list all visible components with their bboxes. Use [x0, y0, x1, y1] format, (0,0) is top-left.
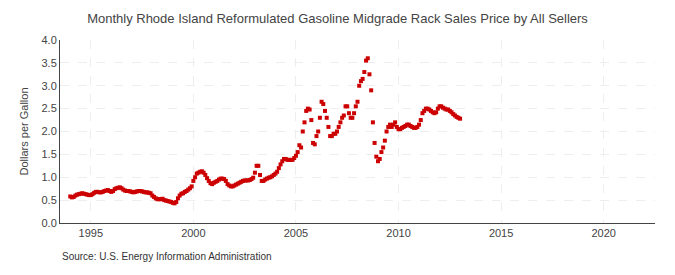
svg-text:3.5: 3.5 [42, 57, 57, 69]
svg-text:2000: 2000 [181, 227, 205, 239]
svg-text:2015: 2015 [489, 227, 513, 239]
svg-text:2010: 2010 [386, 227, 410, 239]
svg-text:1995: 1995 [79, 227, 103, 239]
svg-text:2.0: 2.0 [42, 125, 57, 137]
svg-text:0.5: 0.5 [42, 194, 57, 206]
svg-text:Monthly Rhode Island Reformula: Monthly Rhode Island Reformulated Gasoli… [87, 11, 588, 26]
svg-text:2005: 2005 [284, 227, 308, 239]
svg-text:1.5: 1.5 [42, 148, 57, 160]
svg-text:2.5: 2.5 [42, 102, 57, 114]
svg-text:0.0: 0.0 [42, 217, 57, 229]
svg-text:3.0: 3.0 [42, 80, 57, 92]
svg-text:Dollars per Gallon: Dollars per Gallon [18, 87, 30, 175]
svg-text:Source: U.S. Energy Informatio: Source: U.S. Energy Information Administ… [62, 251, 272, 262]
svg-text:2020: 2020 [591, 227, 615, 239]
svg-text:4.0: 4.0 [42, 34, 57, 46]
svg-text:1.0: 1.0 [42, 171, 57, 183]
